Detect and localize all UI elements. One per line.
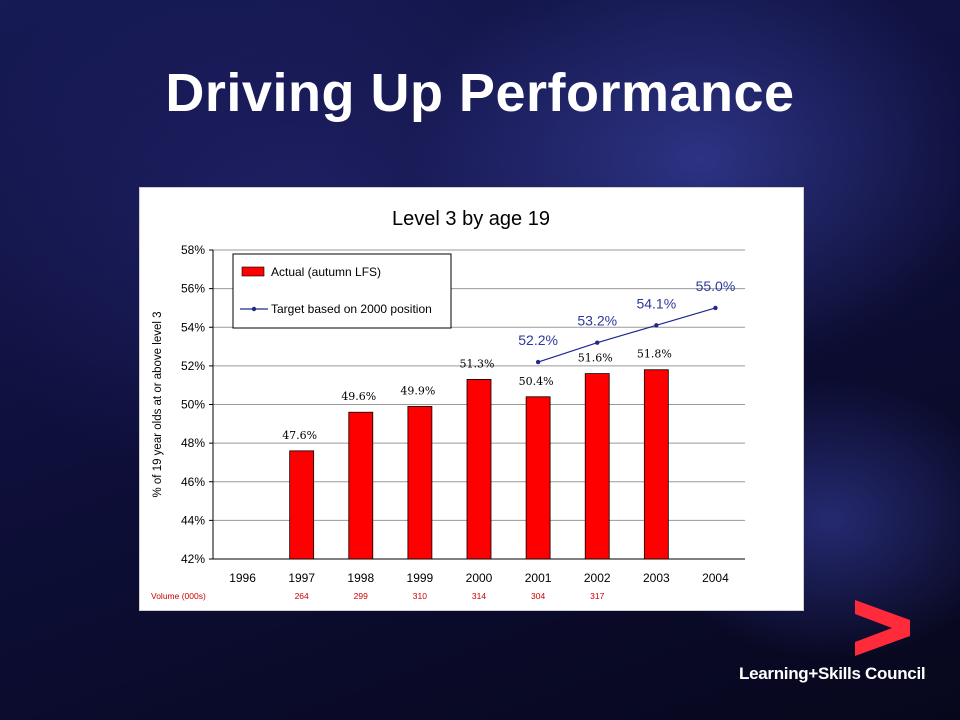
- target-label-2004: 55.0%: [696, 278, 736, 294]
- y-tick-label: 50%: [181, 398, 205, 412]
- x-tick-label: 1997: [288, 571, 315, 585]
- bar-2002: [584, 373, 610, 560]
- legend-box: [232, 253, 452, 329]
- y-tick-label: 42%: [181, 552, 205, 566]
- target-label-2003: 54.1%: [636, 295, 676, 311]
- bar-1997: [289, 450, 315, 560]
- bar-2000: [466, 378, 492, 560]
- x-tick-label: 2000: [466, 571, 493, 585]
- volume-value-1999: 310: [413, 591, 427, 601]
- x-tick-label: 1998: [347, 571, 374, 585]
- target-line: [537, 307, 716, 363]
- bar-2003: [643, 369, 669, 560]
- bar-label-2003: 51.8%: [637, 348, 672, 361]
- volume-value-2002: 317: [590, 591, 604, 601]
- target-point-2004: [713, 305, 718, 311]
- x-tick-label: 1999: [407, 571, 434, 585]
- target-point-2001: [535, 359, 541, 365]
- level3-chart: Level 3 by age 19 42% 44% 46% 48% 50% 52% 54% 56…: [151, 208, 745, 601]
- x-tick-label: 2003: [643, 571, 670, 585]
- y-tick-label: 54%: [181, 320, 205, 334]
- volume-value-1997: 264: [295, 591, 309, 601]
- y-tick-label: 44%: [181, 513, 205, 527]
- target-label-2001: 52.2%: [518, 332, 558, 348]
- y-tick-label: 46%: [181, 475, 205, 489]
- legend-label-target: Target based on 2000 position: [271, 302, 432, 316]
- bar-label-1999: 49.9%: [400, 384, 435, 397]
- y-tick-label: 52%: [181, 359, 205, 373]
- logo-text: Learning+Skills Council: [739, 664, 926, 683]
- x-tick-label: 2004: [702, 571, 729, 585]
- target-point-2002: [595, 340, 600, 345]
- target-label-2002: 53.2%: [577, 313, 617, 329]
- bar-label-2001: 50.4%: [519, 375, 554, 388]
- bar-label-2000: 51.3%: [460, 357, 495, 370]
- volume-value-1998: 299: [354, 591, 368, 601]
- y-axis-label: % of 19 year olds at or above level 3: [152, 311, 164, 497]
- x-tick-label: 2002: [584, 571, 611, 585]
- y-tick-label: 48%: [181, 436, 205, 450]
- volume-value-2001: 304: [531, 591, 545, 601]
- x-tick-label: 1996: [229, 571, 256, 585]
- chart-title: Level 3 by age 19: [392, 208, 550, 230]
- bar-1998: [348, 411, 374, 560]
- volume-value-2000: 314: [472, 591, 486, 601]
- x-tick-label: 2001: [525, 571, 552, 585]
- chart-panel: Level 3 by age 19 42% 44% 46% 48% 50% 52% 54% 56…: [139, 187, 804, 611]
- volume-row-label: Volume (000s): [151, 591, 206, 601]
- legend-marker-target: [251, 306, 257, 312]
- bar-label-1997: 47.6%: [282, 429, 317, 442]
- slide-title: Driving Up Performance: [165, 63, 795, 123]
- bar-label-1998: 49.6%: [341, 390, 376, 403]
- bar-label-2002: 51.6%: [578, 352, 613, 365]
- y-tick-label: 56%: [181, 282, 205, 296]
- bar-2001: [525, 396, 551, 560]
- chevron-logo-icon: [855, 600, 910, 656]
- legend-swatch-actual: [241, 266, 265, 277]
- y-tick-label: 58%: [181, 243, 205, 257]
- legend-label-actual: Actual (autumn LFS): [271, 265, 381, 279]
- bar-1999: [407, 406, 433, 560]
- target-point-2003: [654, 323, 659, 328]
- lsc-logo: [720, 600, 930, 690]
